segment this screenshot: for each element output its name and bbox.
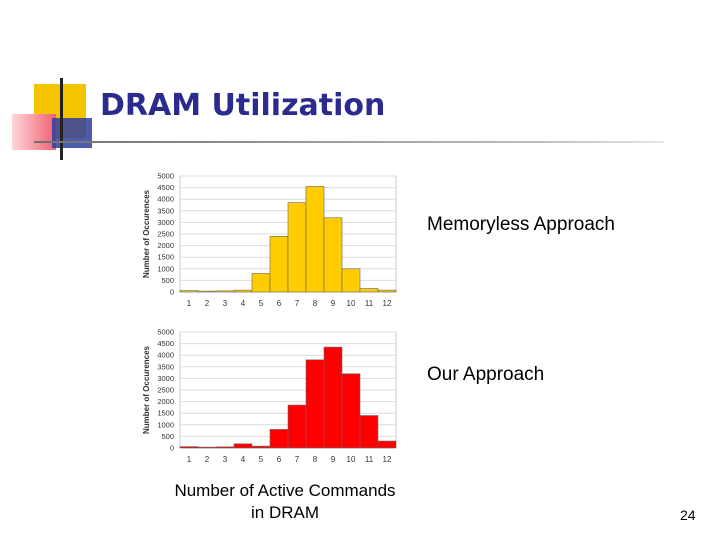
y-tick-label: 2000 bbox=[157, 397, 174, 406]
x-tick-label: 7 bbox=[295, 299, 300, 308]
x-tick-label: 5 bbox=[259, 299, 264, 308]
x-axis-caption: Number of Active Commands in DRAM bbox=[170, 480, 400, 524]
y-tick-label: 2000 bbox=[157, 241, 174, 250]
x-tick-label: 8 bbox=[313, 455, 318, 464]
x-tick-label: 3 bbox=[223, 299, 228, 308]
bar-4 bbox=[233, 289, 253, 293]
y-axis-label: Number of Occurences bbox=[142, 189, 151, 278]
y-tick-label: 500 bbox=[161, 432, 174, 441]
memoryless-caption: Memoryless Approach bbox=[427, 214, 615, 235]
x-tick-label: 2 bbox=[205, 299, 210, 308]
x-tick-label: 2 bbox=[205, 455, 210, 464]
bar-7 bbox=[287, 202, 307, 293]
y-tick-label: 4000 bbox=[157, 351, 174, 360]
y-tick-label: 1500 bbox=[157, 409, 174, 418]
bar-11 bbox=[359, 288, 379, 293]
bar-1 bbox=[179, 290, 199, 293]
x-tick-label: 11 bbox=[365, 299, 374, 308]
y-axis-label: Number of Occurences bbox=[142, 345, 151, 434]
our-approach-histogram: 0 500 1000 1500 2000 2500 3000 3500 4000 4500 5000… bbox=[142, 328, 397, 464]
bar-6 bbox=[269, 236, 289, 293]
bar-9 bbox=[323, 217, 343, 293]
bar-10 bbox=[341, 373, 361, 449]
x-tick-label: 6 bbox=[277, 299, 282, 308]
x-tick-label: 8 bbox=[313, 299, 318, 308]
x-tick-label: 5 bbox=[259, 455, 264, 464]
x-tick-label: 6 bbox=[277, 455, 282, 464]
x-tick-label: 4 bbox=[241, 455, 246, 464]
y-tick-label: 2500 bbox=[157, 386, 174, 395]
bar-3 bbox=[215, 290, 235, 293]
x-tick-label: 9 bbox=[331, 299, 336, 308]
decor-red-square bbox=[12, 114, 56, 150]
y-tick-label: 500 bbox=[161, 276, 174, 285]
y-tick-label: 3000 bbox=[157, 218, 174, 227]
bar-8 bbox=[305, 186, 325, 293]
memoryless-histogram: 0 500 1000 1500 2000 2500 3000 3500 4000 4500 5000… bbox=[142, 172, 397, 308]
bar-1 bbox=[179, 446, 199, 449]
slide-title: DRAM Utilization bbox=[100, 88, 386, 123]
y-tick-label: 5000 bbox=[157, 328, 174, 337]
bar-12 bbox=[377, 289, 397, 293]
y-tick-label: 4500 bbox=[157, 183, 174, 192]
bar-6 bbox=[269, 429, 289, 449]
y-tick-label: 1000 bbox=[157, 420, 174, 429]
bar-11 bbox=[359, 415, 379, 449]
our-approach-caption: Our Approach bbox=[427, 364, 545, 385]
bar-5 bbox=[251, 445, 271, 449]
y-tick-label: 3500 bbox=[157, 362, 174, 371]
y-tick-label: 0 bbox=[170, 288, 174, 297]
x-axis-caption-line1: Number of Active Commands bbox=[174, 481, 396, 500]
x-tick-label: 12 bbox=[383, 299, 392, 308]
x-tick-label: 7 bbox=[295, 455, 300, 464]
y-tick-label: 4000 bbox=[157, 195, 174, 204]
x-tick-label: 3 bbox=[223, 455, 228, 464]
y-tick-label: 5000 bbox=[157, 172, 174, 181]
bar-2 bbox=[197, 446, 217, 449]
x-tick-label: 10 bbox=[347, 299, 356, 308]
bar-10 bbox=[341, 268, 361, 293]
x-tick-label: 4 bbox=[241, 299, 246, 308]
decor-vertical-line bbox=[60, 78, 63, 160]
y-tick-label: 3500 bbox=[157, 206, 174, 215]
x-axis-caption-line2: in DRAM bbox=[250, 503, 319, 522]
bar-4 bbox=[233, 443, 253, 449]
x-tick-label: 11 bbox=[365, 455, 374, 464]
y-tick-label: 1500 bbox=[157, 253, 174, 262]
bar-5 bbox=[251, 273, 271, 293]
x-tick-label: 1 bbox=[187, 299, 192, 308]
x-tick-label: 10 bbox=[347, 455, 356, 464]
page-number: 24 bbox=[680, 507, 696, 523]
y-tick-label: 0 bbox=[170, 444, 174, 453]
y-tick-label: 3000 bbox=[157, 374, 174, 383]
x-tick-label: 9 bbox=[331, 455, 336, 464]
bar-9 bbox=[323, 346, 343, 449]
y-tick-label: 4500 bbox=[157, 339, 174, 348]
decor-blue-square bbox=[52, 118, 92, 148]
y-tick-label: 2500 bbox=[157, 230, 174, 239]
bar-8 bbox=[305, 359, 325, 449]
x-tick-label: 1 bbox=[187, 455, 192, 464]
bar-2 bbox=[197, 290, 217, 293]
bar-7 bbox=[287, 404, 307, 449]
title-underline bbox=[34, 141, 664, 143]
bar-12 bbox=[377, 440, 397, 449]
y-tick-label: 1000 bbox=[157, 264, 174, 273]
bar-3 bbox=[215, 446, 235, 449]
x-tick-label: 12 bbox=[383, 455, 392, 464]
